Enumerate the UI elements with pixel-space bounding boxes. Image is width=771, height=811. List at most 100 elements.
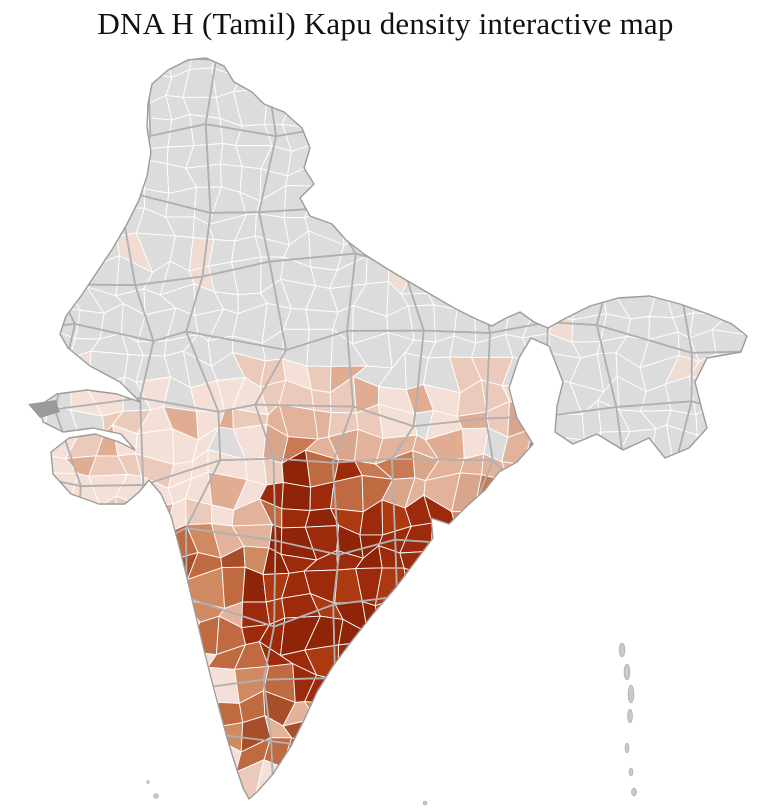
- district-cell[interactable]: [158, 694, 191, 730]
- district-cell[interactable]: [742, 671, 771, 704]
- district-cell[interactable]: [723, 530, 741, 560]
- district-cell[interactable]: [552, 667, 574, 700]
- district-cell[interactable]: [126, 643, 142, 680]
- district-cell[interactable]: [403, 567, 438, 610]
- district-cell[interactable]: [427, 711, 463, 748]
- district-cell[interactable]: [446, 185, 488, 223]
- district-cell[interactable]: [459, 792, 488, 811]
- district-cell[interactable]: [715, 689, 748, 716]
- district-cell[interactable]: [474, 207, 500, 247]
- district-cell[interactable]: [688, 47, 719, 72]
- district-cell[interactable]: [687, 734, 724, 775]
- district-cell[interactable]: [571, 735, 599, 778]
- district-cell[interactable]: [459, 740, 483, 778]
- district-cell[interactable]: [502, 289, 536, 310]
- district-cell[interactable]: [713, 194, 741, 219]
- district-cell[interactable]: [641, 235, 679, 266]
- district-cell[interactable]: [47, 189, 82, 226]
- district-cell[interactable]: [549, 735, 578, 778]
- district-cell[interactable]: [110, 769, 145, 799]
- district-cell[interactable]: [591, 549, 624, 578]
- district-cell[interactable]: [0, 400, 23, 427]
- district-cell[interactable]: [335, 160, 356, 199]
- district-cell[interactable]: [334, 117, 356, 152]
- district-cell[interactable]: [430, 665, 457, 695]
- district-cell[interactable]: [64, 98, 103, 119]
- district-cell[interactable]: [450, 230, 483, 269]
- district-cell[interactable]: [716, 478, 744, 509]
- district-cell[interactable]: [495, 620, 532, 641]
- district-cell[interactable]: [762, 524, 771, 558]
- district-cell[interactable]: [0, 330, 30, 368]
- district-cell[interactable]: [739, 761, 771, 789]
- district-cell[interactable]: [761, 328, 771, 367]
- district-cell[interactable]: [356, 668, 387, 697]
- district-cell[interactable]: [502, 739, 538, 778]
- district-cell[interactable]: [715, 786, 747, 811]
- district-cell[interactable]: [527, 576, 560, 597]
- district-cell[interactable]: [481, 663, 505, 704]
- district-cell[interactable]: [645, 575, 676, 607]
- district-cell[interactable]: [385, 691, 407, 727]
- district-cell[interactable]: [595, 237, 624, 270]
- district-cell[interactable]: [0, 531, 29, 559]
- district-cell[interactable]: [138, 674, 164, 696]
- district-cell[interactable]: [614, 785, 646, 811]
- district-cell[interactable]: [598, 574, 624, 595]
- district-cell[interactable]: [308, 67, 340, 103]
- district-cell[interactable]: [691, 216, 729, 240]
- district-cell[interactable]: [741, 362, 771, 393]
- district-cell[interactable]: [497, 574, 537, 601]
- district-cell[interactable]: [126, 542, 148, 575]
- district-cell[interactable]: [763, 209, 771, 240]
- district-cell[interactable]: [3, 667, 31, 705]
- district-cell[interactable]: [43, 765, 67, 799]
- district-cell[interactable]: [505, 39, 520, 72]
- district-cell[interactable]: [73, 235, 102, 269]
- district-cell[interactable]: [567, 159, 601, 196]
- district-cell[interactable]: [375, 719, 415, 749]
- district-cell[interactable]: [601, 687, 629, 728]
- district-cell[interactable]: [424, 93, 454, 124]
- district-cell[interactable]: [62, 629, 92, 650]
- district-cell[interactable]: [308, 89, 346, 129]
- district-cell[interactable]: [113, 725, 145, 746]
- district-cell[interactable]: [384, 160, 408, 200]
- district-cell[interactable]: [718, 278, 737, 316]
- district-cell[interactable]: [744, 407, 771, 435]
- district-cell[interactable]: [472, 550, 510, 582]
- district-cell[interactable]: [556, 449, 581, 479]
- district-cell[interactable]: [329, 716, 366, 747]
- district-cell[interactable]: [90, 147, 128, 163]
- district-cell[interactable]: [474, 241, 511, 269]
- district-cell[interactable]: [364, 768, 389, 799]
- district-cell[interactable]: [618, 481, 646, 499]
- district-cell[interactable]: [746, 689, 771, 715]
- district-cell[interactable]: [337, 643, 368, 681]
- district-cell[interactable]: [663, 519, 693, 552]
- district-cell[interactable]: [115, 495, 145, 537]
- district-cell[interactable]: [628, 742, 651, 772]
- district-cell[interactable]: [735, 502, 763, 533]
- district-cell[interactable]: [40, 43, 68, 69]
- district-cell[interactable]: [121, 629, 142, 649]
- district-cell[interactable]: [88, 350, 129, 393]
- district-cell[interactable]: [90, 718, 117, 754]
- district-cell[interactable]: [88, 66, 130, 102]
- district-cell[interactable]: [260, 71, 295, 98]
- district-cell[interactable]: [526, 264, 555, 295]
- district-cell[interactable]: [518, 48, 557, 80]
- district-cell[interactable]: [713, 169, 743, 199]
- district-cell[interactable]: [571, 236, 609, 266]
- district-cell[interactable]: [19, 304, 47, 331]
- district-cell[interactable]: [500, 142, 537, 169]
- district-cell[interactable]: [591, 592, 633, 625]
- district-cell[interactable]: [522, 721, 562, 747]
- district-cell[interactable]: [615, 184, 651, 220]
- district-cell[interactable]: [0, 257, 29, 292]
- district-cell[interactable]: [616, 216, 643, 247]
- district-cell[interactable]: [716, 381, 747, 409]
- district-cell[interactable]: [51, 711, 81, 741]
